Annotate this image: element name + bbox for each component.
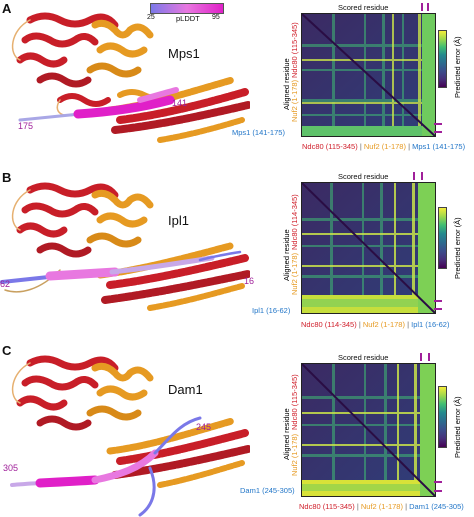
x-label-ndc80: Ndc80 (115-345): [302, 142, 358, 151]
plddt-colorbar: [150, 3, 224, 14]
residue-start-label: 175: [18, 121, 34, 131]
plddt-max-label: 95: [212, 14, 220, 21]
marker-top-1: [413, 172, 415, 180]
structure-mps1: [11, 12, 250, 143]
marker-top-2: [427, 3, 429, 11]
y-label-nuf2: Nuf2 (1-178): [290, 79, 299, 122]
plddt-min-label: 25: [147, 14, 155, 21]
x-label-ndc80: Ndc80 (115-345): [299, 502, 355, 511]
y-label-peptide: Dam1 (245-305): [240, 486, 295, 495]
marker-top-1: [421, 3, 423, 11]
residue-end-label: 141: [172, 98, 188, 108]
x-label-ndc80: Ndc80 (114-345): [301, 320, 357, 329]
panel-letter-a: A: [2, 1, 12, 16]
pae-heatmap-c: [301, 363, 436, 497]
marker-side-1: [434, 123, 442, 125]
x-label-nuf2: Nuf2 (1-178): [360, 502, 403, 511]
structure-dam1: [10, 355, 250, 517]
marker-side-1: [434, 300, 442, 302]
protein-name-ipl1: Ipl1: [168, 213, 189, 228]
x-label-separator: |: [356, 502, 359, 511]
structure-ipl1: [0, 182, 250, 311]
x-label-peptide: Ipl1 (16-62): [411, 320, 450, 329]
x-label-peptide: Mps1 (141-175): [412, 142, 466, 151]
protein-name-mps1: Mps1: [168, 46, 200, 61]
marker-side-2: [434, 131, 442, 133]
pae-heatmap-b: [301, 182, 436, 314]
x-labels-b: Ndc80 (114-345) | Nuf2 (1-178) | Ipl1 (1…: [301, 320, 449, 329]
x-label-separator: |: [358, 320, 361, 329]
y-label-ndc80: Ndc80 (114-345): [290, 194, 299, 250]
colorbar-c: [438, 386, 447, 448]
x-label-separator: |: [408, 142, 411, 151]
y-label-ndc80: Ndc80 (115-345): [290, 374, 299, 430]
residue-end-label: 245: [196, 422, 212, 432]
x-label-nuf2: Nuf2 (1-178): [363, 142, 406, 151]
marker-side-2: [434, 490, 442, 492]
marker-top-1: [420, 353, 422, 361]
pae-heatmap-a: [301, 13, 436, 137]
panel-letter-b: B: [2, 170, 12, 185]
marker-side-2: [434, 308, 442, 310]
colorbar-b: [438, 207, 447, 269]
panel-letter-c: C: [2, 343, 12, 358]
x-labels-c: Ndc80 (115-345) | Nuf2 (1-178) | Dam1 (2…: [299, 502, 464, 511]
y-label-peptide: Ipl1 (16-62): [252, 306, 291, 315]
protein-name-dam1: Dam1: [168, 382, 203, 397]
x-label-separator: |: [405, 502, 408, 511]
y-label-nuf2: Nuf2 (1-178): [290, 433, 299, 476]
y-label-nuf2: Nuf2 (1-178): [290, 252, 299, 295]
scored-residue-label: Scored residue: [338, 172, 389, 181]
colorbar-label-b: Predicted error (Å): [453, 217, 462, 279]
colorbar-label-a: Predicted error (Å): [453, 36, 462, 98]
scored-residue-label: Scored residue: [338, 353, 389, 362]
y-label-peptide: Mps1 (141-175): [232, 128, 285, 137]
residue-start-label: 305: [3, 463, 19, 473]
x-label-separator: |: [407, 320, 410, 329]
colorbar-a: [438, 30, 447, 88]
scored-residue-label: Scored residue: [338, 3, 389, 12]
x-label-peptide: Dam1 (245-305): [409, 502, 464, 511]
colorbar-label-c: Predicted error (Å): [453, 396, 462, 458]
plddt-title: pLDDT: [176, 14, 200, 23]
marker-top-2: [428, 353, 430, 361]
marker-top-2: [421, 172, 423, 180]
y-label-ndc80: Ndc80 (115-345): [290, 22, 299, 78]
marker-side-1: [434, 481, 442, 483]
residue-start-label: 62: [0, 279, 11, 289]
residue-end-label: 16: [244, 276, 255, 286]
x-labels-a: Ndc80 (115-345) | Nuf2 (1-178) | Mps1 (1…: [302, 142, 465, 151]
x-label-nuf2: Nuf2 (1-178): [362, 320, 405, 329]
x-label-separator: |: [359, 142, 362, 151]
